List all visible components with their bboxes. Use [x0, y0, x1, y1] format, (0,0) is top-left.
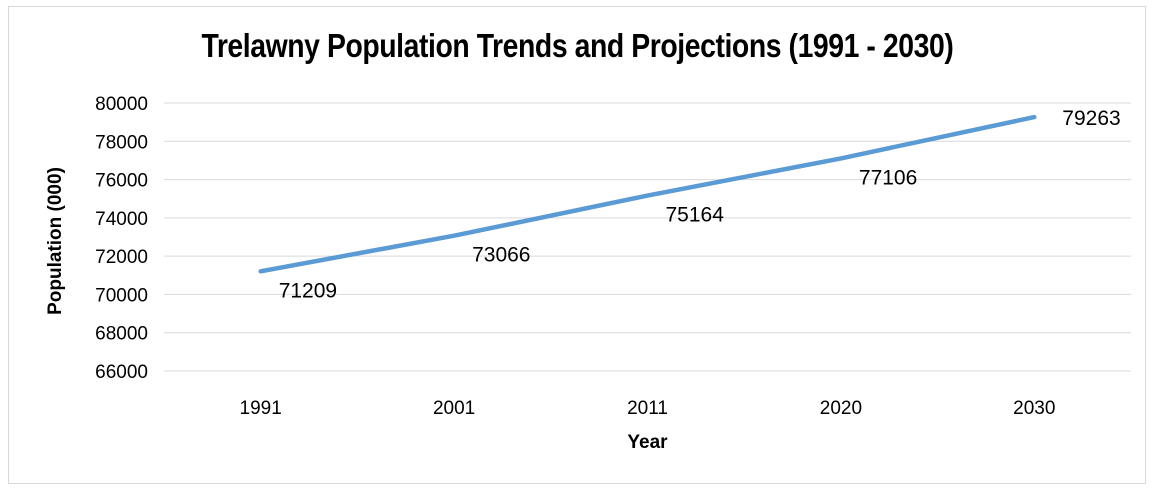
x-tick-label: 2011 [627, 398, 668, 419]
chart-frame [8, 6, 1146, 484]
x-axis-ticks: 1991 2001 2011 2020 2030 [240, 398, 1056, 419]
data-label: 77106 [859, 166, 917, 189]
data-label: 73066 [472, 244, 530, 267]
y-axis-ticks: 66000 68000 70000 72000 74000 76000 78000 80000 [95, 94, 148, 383]
x-tick-label: 1991 [240, 398, 282, 419]
data-label: 71209 [279, 279, 337, 302]
y-axis-title: Population (000) [45, 167, 66, 315]
chart-title: Trelawny Population Trends and Projectio… [201, 27, 954, 64]
x-tick-label: 2001 [433, 398, 475, 419]
y-tick-label: 74000 [95, 209, 148, 230]
series-group [258, 114, 1037, 274]
data-label: 75164 [666, 204, 725, 227]
y-tick-label: 76000 [95, 171, 148, 192]
x-tick-label: 2030 [1013, 398, 1055, 419]
y-tick-label: 80000 [95, 94, 148, 115]
data-label: 79263 [1062, 107, 1120, 130]
y-tick-label: 68000 [95, 324, 148, 345]
x-axis-title: Year [627, 432, 668, 453]
x-tick-label: 2020 [820, 398, 862, 419]
gridlines [164, 102, 1131, 372]
y-tick-label: 72000 [95, 247, 148, 268]
y-tick-label: 70000 [95, 285, 148, 306]
series-line [258, 114, 1037, 274]
y-tick-label: 78000 [95, 132, 148, 153]
y-tick-label: 66000 [95, 362, 148, 383]
data-labels: 71209 73066 75164 77106 79263 [279, 107, 1121, 302]
